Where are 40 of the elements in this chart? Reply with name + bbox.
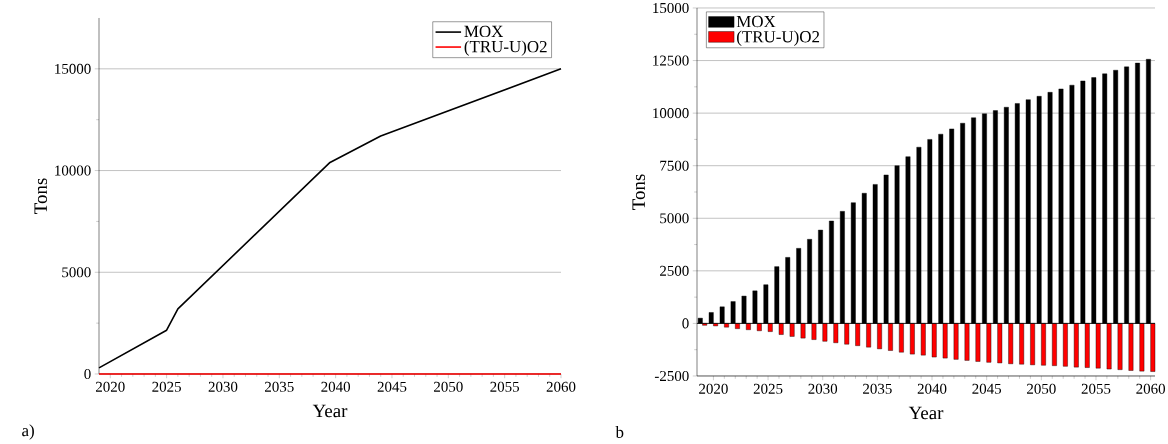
y-tick-label: 7500 <box>660 160 689 171</box>
x-tick-label: 2055 <box>1081 383 1111 394</box>
x-axis-title: Year <box>312 404 348 418</box>
y-tick-label: 12500 <box>653 55 689 66</box>
x-tick-label: 2050 <box>1027 383 1056 394</box>
x-tick-label: 2020 <box>95 381 125 392</box>
y-tick-label: 15000 <box>653 2 689 14</box>
y-axis-title: Tons <box>34 178 48 214</box>
y-axis-title: Tons <box>632 174 646 210</box>
x-tick-label: 2035 <box>863 383 892 394</box>
x-tick-label: 2060 <box>1136 383 1166 394</box>
y-tick-label: 10000 <box>55 165 91 176</box>
text: a) <box>22 424 34 440</box>
legend-label: MOX <box>464 25 504 38</box>
y-tick-label: 15000 <box>55 63 91 74</box>
y-tick-label: 2500 <box>660 265 689 276</box>
x-tick-label: 2050 <box>434 381 463 392</box>
x-tick-label: 2045 <box>377 381 407 392</box>
y-tick-label: 0 <box>682 318 689 329</box>
text: b <box>615 426 624 438</box>
x-tick-label: 2040 <box>321 381 351 392</box>
y-tick-label: 10000 <box>653 108 689 119</box>
x-tick-label: 2025 <box>152 381 181 392</box>
x-tick-label: 2045 <box>972 383 1002 394</box>
x-axis-title: Year <box>908 406 944 420</box>
x-tick-label: 2040 <box>917 383 947 394</box>
x-tick-label: 2020 <box>699 383 728 394</box>
y-tick-label: 5000 <box>660 213 689 224</box>
legend-label: (TRU-U)O2 <box>737 30 820 46</box>
legend-label: (TRU-U)O2 <box>464 40 547 56</box>
y-tick-label: 5000 <box>62 267 91 278</box>
x-tick-label: 2035 <box>265 381 294 392</box>
x-tick-label: 2030 <box>208 381 238 392</box>
x-tick-label: 2060 <box>546 381 576 392</box>
x-tick-label: 2025 <box>753 383 783 394</box>
x-tick-label: 2055 <box>490 381 520 392</box>
y-tick-label: 0 <box>84 368 91 380</box>
x-tick-label: 2030 <box>808 383 838 394</box>
y-tick-label: -2500 <box>654 370 689 382</box>
legend-label: MOX <box>736 15 776 28</box>
